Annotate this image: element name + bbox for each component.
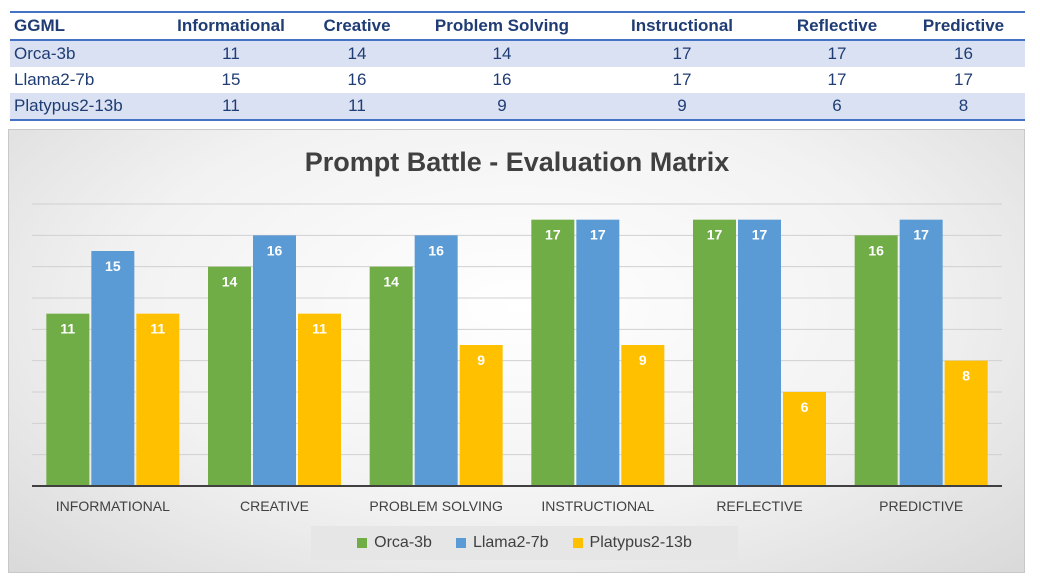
- table-cell: 17: [954, 70, 973, 89]
- data-label: 15: [105, 258, 121, 274]
- bar: [414, 235, 458, 486]
- table-cell: 17: [672, 44, 692, 63]
- bar: [783, 392, 826, 486]
- data-label: 11: [312, 321, 327, 337]
- data-table: GGML Informational Creative Problem Solv…: [10, 11, 1025, 121]
- table-cell: Llama2-7b: [14, 70, 95, 89]
- bar: [253, 235, 296, 486]
- table-cell: Platypus2-13b: [14, 96, 123, 115]
- header-cell: Instructional: [630, 16, 733, 35]
- legend-entry: Llama2-7b: [455, 534, 549, 552]
- bar: [899, 219, 943, 486]
- table-cell: 11: [348, 96, 366, 115]
- bar: [459, 345, 503, 486]
- legend-entry: Orca-3b: [357, 534, 432, 552]
- table-cell: 14: [492, 44, 512, 63]
- x-tick-label: REFLECTIVE: [716, 498, 802, 514]
- table-cell: 16: [492, 70, 512, 89]
- legend-swatch-orca: [357, 538, 368, 548]
- table-row: Orca-3b 11 14 14 17 17 16: [10, 40, 1025, 67]
- data-label: 16: [428, 242, 444, 258]
- header-cell: Predictive: [922, 16, 1005, 35]
- bar: [531, 219, 575, 486]
- data-label: 14: [222, 274, 238, 290]
- data-label: 9: [639, 352, 647, 368]
- gridlines: [32, 203, 1002, 456]
- data-label: 14: [383, 274, 399, 290]
- table-cell: Orca-3b: [14, 44, 76, 63]
- bar: [298, 313, 341, 486]
- data-label: 11: [150, 321, 165, 337]
- data-label: 11: [60, 321, 75, 337]
- table-cell: 6: [832, 96, 842, 115]
- header-cell: Creative: [323, 16, 391, 35]
- legend-swatch-platypus: [572, 538, 583, 548]
- data-label: 17: [707, 227, 723, 243]
- table-cell: 15: [221, 70, 241, 89]
- data-label: 17: [590, 227, 606, 243]
- data-label: 17: [545, 227, 561, 243]
- data-labels: 11 15 11 14 16 11 14 16 9 17 17 9 17 17 6 16 17 8: [60, 227, 970, 415]
- table-cell: 9: [677, 96, 687, 115]
- data-label: 9: [477, 352, 485, 368]
- bar: [621, 345, 665, 486]
- bar-chart: Prompt Battle - Evaluation Matrix 111511…: [32, 147, 1002, 514]
- bar: [944, 360, 988, 486]
- x-axis: INFORMATIONAL CREATIVE PROBLEM SOLVING INST…: [32, 485, 1002, 514]
- bars: [46, 219, 988, 486]
- x-tick-label: INFORMATIONAL: [56, 498, 170, 514]
- legend-swatch-llama: [455, 538, 466, 548]
- data-label: 17: [752, 227, 768, 243]
- header-cell: GGML: [14, 16, 65, 35]
- legend-label: Platypus2-13b: [589, 534, 692, 551]
- table-header-row: GGML Informational Creative Problem Solv…: [10, 12, 1025, 40]
- data-label: 6: [801, 399, 809, 415]
- table-cell: 17: [827, 44, 847, 63]
- bar: [91, 251, 135, 486]
- data-label: 8: [962, 368, 970, 384]
- legend-label: Orca-3b: [374, 534, 432, 551]
- data-label: 16: [868, 242, 884, 258]
- bar: [208, 266, 251, 486]
- bar: [136, 313, 180, 486]
- table-cell: 11: [222, 96, 240, 115]
- table-cell: 14: [347, 44, 367, 63]
- bar: [576, 219, 620, 486]
- bar: [693, 219, 736, 486]
- x-tick-label: PREDICTIVE: [879, 498, 963, 514]
- x-tick-label: PROBLEM SOLVING: [369, 498, 503, 514]
- chart-title: Prompt Battle - Evaluation Matrix: [305, 147, 730, 177]
- table-cell: 17: [672, 70, 692, 89]
- table-cell: 11: [222, 44, 240, 63]
- bar: [738, 219, 781, 486]
- table-cell: 17: [827, 70, 847, 89]
- table-row: Platypus2-13b 11 11 9 9 6 8: [10, 93, 1025, 120]
- table-cell: 9: [497, 96, 507, 115]
- bar: [46, 313, 90, 486]
- table-cell: 16: [347, 70, 367, 89]
- data-label: 17: [913, 227, 929, 243]
- header-cell: Reflective: [796, 16, 878, 35]
- header-cell: Informational: [177, 16, 285, 35]
- data-label: 16: [267, 242, 283, 258]
- legend-entry: Platypus2-13b: [572, 534, 692, 552]
- bar: [369, 266, 413, 486]
- header-cell: Problem Solving: [434, 16, 570, 35]
- x-tick-label: CREATIVE: [240, 498, 309, 514]
- table-cell: 16: [954, 44, 973, 63]
- legend: Orca-3b Llama2-7b Platypus2-13b: [311, 526, 738, 560]
- legend-label: Llama2-7b: [472, 534, 549, 551]
- x-tick-label: INSTRUCTIONAL: [541, 498, 654, 514]
- bar: [854, 235, 898, 486]
- table-cell: 8: [958, 96, 969, 115]
- table-row: Llama2-7b 15 16 16 17 17 17: [10, 67, 1025, 93]
- chart-area: Prompt Battle - Evaluation Matrix 11 15 11…: [8, 129, 1025, 573]
